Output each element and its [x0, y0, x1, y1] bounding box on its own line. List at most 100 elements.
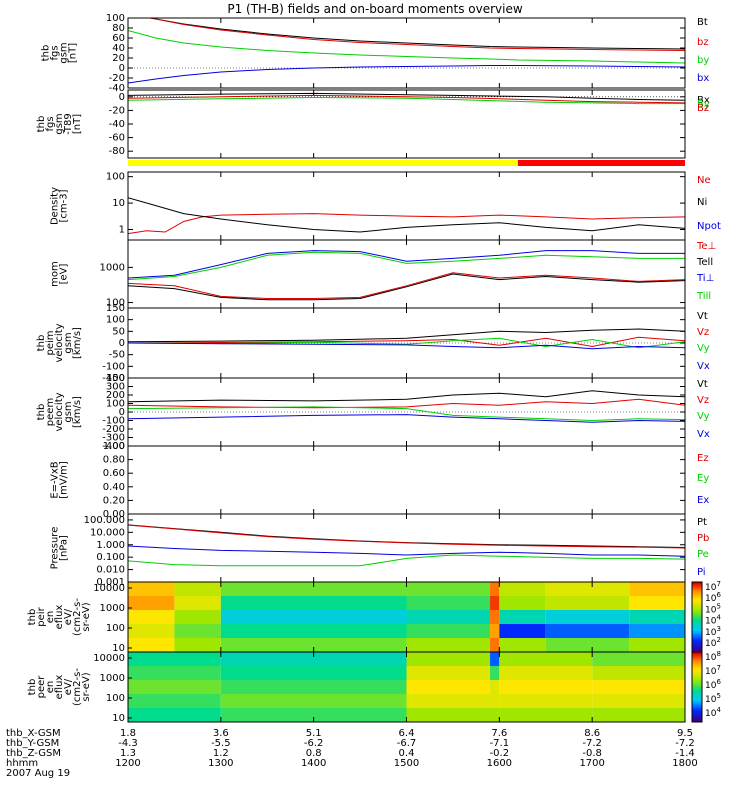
legend-by: by [697, 55, 709, 66]
ytick-label: -100 [102, 361, 125, 372]
spectrogram-cell [629, 638, 685, 653]
ylabel-line: [nT] [68, 43, 79, 63]
ytick-label: 10000 [93, 583, 125, 594]
colorbar-step [692, 659, 702, 662]
ylabel-line: [cm-3] [59, 189, 70, 222]
series-Vt [128, 390, 685, 403]
ytick-label: 50 [112, 326, 125, 337]
series-Bt [147, 18, 685, 50]
spectrogram-cell [406, 652, 491, 667]
spectrogram-cell [499, 708, 593, 723]
ylabel-line: [mV/m] [59, 461, 70, 499]
ytick-label: 0 [119, 338, 125, 349]
colorbar-step [692, 584, 702, 588]
legend-Bt: Bt [697, 17, 708, 28]
colorbar-step [692, 703, 702, 707]
footer-value: 8.6 [584, 728, 600, 739]
colorbar-step [692, 689, 702, 693]
ytick-label: 0 [119, 407, 125, 418]
ytick-label: -40 [109, 83, 125, 94]
footer-value: 1600 [487, 758, 512, 769]
spectrogram-cell [174, 596, 221, 611]
colorbar-label: 104 [705, 706, 721, 719]
footer-value: -6.2 [304, 738, 324, 749]
spectrogram [128, 652, 685, 723]
spectrogram-cell [545, 582, 630, 597]
colorbar-label: 106 [705, 678, 721, 691]
ylabel-line: [km/s] [72, 396, 83, 428]
series-Te⊥ [128, 272, 685, 299]
spectrogram-cell [545, 596, 630, 611]
footer-value: 0.8 [306, 748, 322, 759]
ytick-label: 0.80 [103, 455, 125, 466]
ylabel-line: thb [36, 404, 47, 421]
spectrogram-cell [406, 666, 491, 681]
panel-frame [127, 513, 686, 583]
footer-value: 9.5 [677, 728, 693, 739]
ytick-label: 10 [112, 198, 125, 209]
panel-frame [127, 377, 686, 447]
ytick-label: 1000 [100, 603, 125, 614]
spectrogram-cell [499, 638, 546, 653]
legend-Pe: Pe [697, 549, 709, 560]
series-Ni [128, 197, 685, 233]
ylabel-line: eflux [54, 605, 65, 630]
ylabel-line: Density [50, 187, 61, 225]
ylabel-line: velocity [54, 392, 65, 431]
ylabel-line: E=-VxB [50, 461, 61, 498]
footer-label: thb_X-GSM [6, 728, 61, 739]
series-group [128, 92, 685, 105]
spectrogram-cell [490, 666, 500, 681]
legend-Ne: Ne [697, 175, 711, 186]
spectrogram-cell [174, 638, 221, 653]
spectrogram-cell [128, 680, 221, 695]
footer-value: -7.2 [582, 738, 602, 749]
colorbar-step [692, 647, 702, 651]
spectrogram-cell [490, 582, 500, 597]
ytick-label: -80 [109, 146, 125, 157]
ylabel-line: fgs [45, 116, 56, 131]
spectrogram-cell [490, 708, 500, 723]
footer-value: -4.3 [118, 738, 138, 749]
colorbar-step [692, 598, 702, 602]
ylabel-line: en [45, 681, 56, 694]
spectrogram-cell [406, 624, 491, 639]
legend-By: By [697, 99, 710, 110]
ylabel-line: eflux [54, 675, 65, 700]
series-group [128, 197, 685, 235]
footer-label: hhmm [6, 758, 38, 769]
ytick-label: 0.20 [103, 495, 125, 506]
footer-value: 5.1 [306, 728, 322, 739]
ytick-label: -100 [102, 416, 125, 427]
colorbar-step [692, 670, 702, 674]
spectrogram-cell [406, 680, 491, 695]
legend-Ni: Ni [697, 197, 707, 208]
series-Pb [128, 524, 685, 549]
spectrogram-cell [592, 666, 685, 681]
legend-Ey: Ey [697, 473, 709, 484]
series-group [128, 250, 685, 301]
ylabel-line: (cm2-s- [72, 668, 83, 706]
colorbar-step [692, 661, 702, 665]
ytick-label: 100.000 [84, 515, 125, 526]
ytick-label: 20 [112, 53, 125, 64]
footer-value: 1.2 [213, 748, 229, 759]
footer-value: 1500 [394, 758, 419, 769]
spectrogram-cell [128, 596, 175, 611]
colorbar-step [692, 619, 702, 623]
spectrogram-cell [406, 596, 491, 611]
spectrogram-cell [499, 624, 546, 639]
ytick-label: 200 [106, 390, 125, 401]
spectrogram-cell [174, 582, 221, 597]
colorbar-step [692, 593, 702, 597]
series-bx [128, 65, 685, 84]
colorbar-step [692, 612, 702, 616]
spectrogram-cell [499, 666, 593, 681]
panel-density: Density[cm-3] 100 10 1 Ne Ni Npot [50, 171, 721, 241]
colorbar-step [692, 614, 702, 618]
colorbar-step [692, 673, 702, 676]
